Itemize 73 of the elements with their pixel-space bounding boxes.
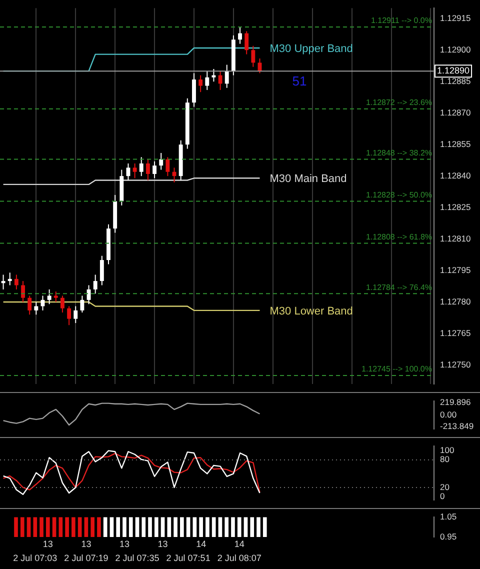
- candlestick: [198, 74, 203, 93]
- candlestick: [74, 306, 78, 324]
- text: 14: [196, 538, 206, 549]
- candlestick: [251, 45, 256, 68]
- y-tick-label: 1.12810: [440, 233, 471, 244]
- candlestick: [238, 26, 242, 44]
- y-tick-label: 0.95: [440, 531, 457, 542]
- candlestick: [146, 158, 150, 181]
- candlestick: [67, 306, 72, 326]
- text: 13: [119, 538, 130, 549]
- ref-line-label: 1.12745 --> 100.0%: [362, 364, 432, 374]
- y-tick-label: 1.12915: [440, 12, 471, 23]
- text: 13: [158, 538, 168, 549]
- candlestick: [159, 152, 164, 170]
- ref-line-label: 1.12828 --> 50.0%: [366, 190, 432, 200]
- x-tick-label: 2 Jul 07:35: [115, 552, 160, 563]
- series-label: M30 Main Band: [270, 173, 347, 186]
- x-tick-label: 2 Jul 07:51: [166, 552, 210, 563]
- candlestick: [1, 274, 6, 290]
- y-tick-label: 1.12750: [440, 359, 471, 370]
- y-tick-label: 100: [440, 445, 454, 456]
- y-tick-label: 1.05: [440, 511, 457, 522]
- y-tick-label: 1.12765: [440, 328, 471, 338]
- x-tick-label: 2 Jul 08:07: [217, 552, 262, 563]
- candlestick: [212, 68, 216, 82]
- candlestick: [192, 72, 196, 108]
- candlestick: [152, 160, 157, 179]
- candlestick: [28, 295, 32, 316]
- candlestick: [60, 295, 64, 314]
- series-label: M30 Upper Band: [270, 43, 353, 56]
- text: 13: [81, 538, 92, 549]
- y-tick-label: 1.12825: [440, 202, 471, 212]
- y-tick-label: 219.896: [440, 397, 471, 408]
- candlestick: [139, 156, 144, 177]
- candlestick: [54, 291, 58, 303]
- candlestick: [47, 288, 52, 305]
- ref-line-label: 1.12890: [437, 66, 470, 76]
- ref-line-label: 1.12848 --> 38.2%: [366, 148, 432, 158]
- y-tick-label: 1.12900: [440, 44, 471, 54]
- y-tick-label: 1.12855: [440, 138, 471, 149]
- candlestick: [218, 70, 222, 90]
- candlestick: [14, 274, 18, 290]
- y-tick-label: -213.849: [440, 421, 474, 432]
- y-tick-label: 1.12795: [440, 264, 471, 275]
- candlestick: [224, 64, 229, 88]
- x-tick-label: 2 Jul 07:03: [13, 552, 58, 563]
- ref-line-label: 1.12872 --> 23.6%: [366, 98, 432, 108]
- y-tick-label: 1.12870: [440, 107, 471, 118]
- y-tick-label: 0: [440, 491, 445, 502]
- candlestick: [34, 302, 38, 316]
- y-tick-label: 1.12840: [440, 170, 471, 180]
- candlestick: [100, 255, 104, 286]
- ref-line-label: 1.12911 --> 0.0%: [370, 16, 432, 26]
- y-tick-label: 1.12885: [440, 76, 471, 86]
- candlestick: [132, 162, 137, 179]
- y-tick-label: 20: [440, 482, 450, 492]
- ref-line-label: 1.12784 --> 76.4%: [366, 282, 432, 292]
- y-tick-label: 80: [440, 454, 450, 464]
- candlestick: [8, 272, 12, 286]
- candlestick: [205, 70, 210, 90]
- ref-line-label: 1.12808 --> 61.8%: [366, 232, 432, 242]
- annotation: 51: [292, 74, 307, 89]
- text: 13: [42, 538, 53, 549]
- candlestick: [80, 295, 84, 314]
- candlestick: [244, 30, 249, 55]
- text: 14: [234, 538, 244, 549]
- x-tick-label: 2 Jul 07:19: [64, 552, 108, 563]
- y-tick-label: 0.00: [440, 409, 457, 420]
- y-tick-label: 1.12780: [440, 296, 471, 306]
- series-label: M30 Lower Band: [270, 305, 353, 318]
- candlestick: [93, 274, 98, 294]
- candlestick: [166, 156, 170, 177]
- candlestick: [21, 280, 25, 303]
